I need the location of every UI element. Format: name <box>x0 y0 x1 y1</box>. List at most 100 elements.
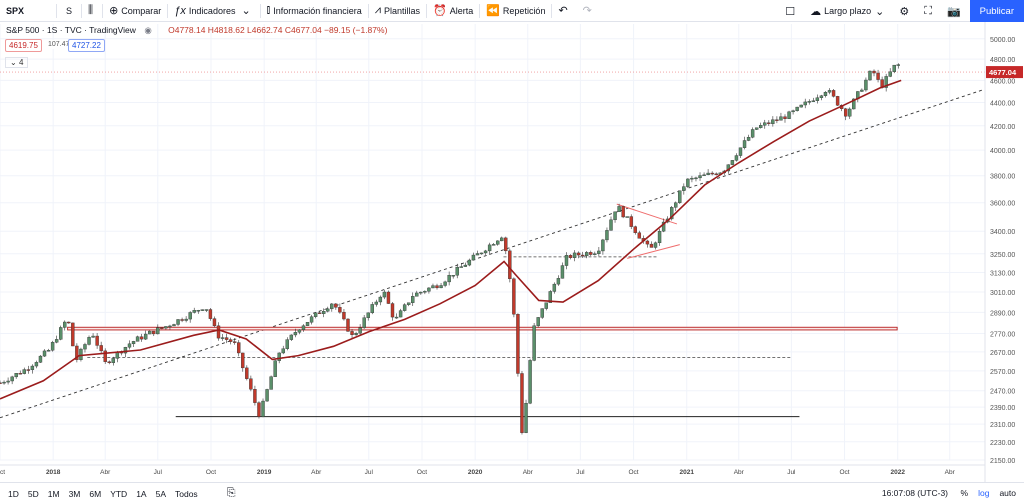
candle[interactable] <box>67 321 71 324</box>
candle[interactable] <box>83 344 87 350</box>
candle[interactable] <box>674 202 678 208</box>
candle[interactable] <box>597 250 601 254</box>
candle[interactable] <box>491 244 496 246</box>
candle[interactable] <box>54 339 59 343</box>
candle[interactable] <box>382 291 387 298</box>
candle[interactable] <box>669 207 674 220</box>
candle[interactable] <box>552 283 557 292</box>
ask-price[interactable]: 4727.22 <box>68 39 105 52</box>
candle[interactable] <box>617 206 621 213</box>
candle[interactable] <box>463 264 468 267</box>
candle[interactable] <box>572 252 577 258</box>
candle[interactable] <box>540 308 544 318</box>
clock[interactable]: 16:07:08 (UTC-3) <box>881 488 948 498</box>
candle[interactable] <box>799 104 803 108</box>
candle[interactable] <box>423 291 427 293</box>
candle[interactable] <box>411 296 415 303</box>
candle[interactable] <box>520 373 524 433</box>
candle[interactable] <box>22 369 26 374</box>
candle[interactable] <box>354 332 358 335</box>
candle[interactable] <box>803 101 807 106</box>
candle[interactable] <box>637 232 642 239</box>
candle[interactable] <box>224 337 229 340</box>
candle[interactable] <box>285 339 289 349</box>
candle[interactable] <box>313 312 318 317</box>
candle[interactable] <box>791 110 795 113</box>
candle[interactable] <box>164 326 168 329</box>
candle[interactable] <box>888 71 892 77</box>
candle[interactable] <box>427 287 431 292</box>
candle[interactable] <box>771 119 775 124</box>
candle[interactable] <box>593 253 597 255</box>
candle[interactable] <box>431 285 435 289</box>
candle[interactable] <box>309 316 314 323</box>
candle[interactable] <box>14 373 18 378</box>
candle[interactable] <box>823 92 828 96</box>
candle[interactable] <box>346 318 350 332</box>
candle[interactable] <box>706 172 710 176</box>
range-6m[interactable]: 6M <box>89 488 102 499</box>
candle[interactable] <box>415 292 419 297</box>
candle[interactable] <box>633 226 637 233</box>
candle[interactable] <box>419 291 423 294</box>
candle[interactable] <box>326 308 330 312</box>
candle[interactable] <box>370 304 374 314</box>
candle[interactable] <box>694 177 698 180</box>
candle[interactable] <box>653 242 658 248</box>
candle[interactable] <box>156 327 160 335</box>
candle[interactable] <box>451 275 455 277</box>
candle[interactable] <box>350 331 354 335</box>
bar-style-button[interactable]: ⫼ <box>82 0 102 22</box>
price-chart[interactable]: 2150.00 2230.00 2310.00 2390.00 2470.00 2570.… <box>0 22 1024 482</box>
candle[interactable] <box>754 127 759 130</box>
candle[interactable] <box>698 175 702 179</box>
candle[interactable] <box>479 252 484 255</box>
candle[interactable] <box>216 325 221 339</box>
candle[interactable] <box>767 122 771 124</box>
candle[interactable] <box>50 342 55 351</box>
candle[interactable] <box>686 178 690 187</box>
candle[interactable] <box>848 108 852 117</box>
compare-button[interactable]: ⊕ Comparar <box>103 0 167 22</box>
candle[interactable] <box>143 333 148 340</box>
candle[interactable] <box>91 335 95 338</box>
percent-scale-toggle[interactable]: % <box>960 488 969 498</box>
candle[interactable] <box>322 311 326 314</box>
candle[interactable] <box>366 312 370 318</box>
candle[interactable] <box>241 352 245 369</box>
candle[interactable] <box>508 250 512 280</box>
redo-button[interactable]: ↷ <box>577 0 601 22</box>
candle[interactable] <box>34 362 39 367</box>
candle[interactable] <box>406 302 411 305</box>
candle[interactable] <box>38 355 43 363</box>
log-scale-toggle[interactable]: log <box>978 488 990 498</box>
price-axis[interactable] <box>985 22 1024 482</box>
candle[interactable] <box>500 237 504 242</box>
candle[interactable] <box>504 237 508 252</box>
candle[interactable] <box>362 317 366 328</box>
candle[interactable] <box>378 296 383 303</box>
candle[interactable] <box>710 172 714 175</box>
candle[interactable] <box>601 239 605 252</box>
candle[interactable] <box>18 373 22 375</box>
candle[interactable] <box>746 137 751 141</box>
candle[interactable] <box>317 312 322 314</box>
candle[interactable] <box>261 400 265 417</box>
candle[interactable] <box>738 147 743 156</box>
candle[interactable] <box>568 255 573 258</box>
candle[interactable] <box>807 101 811 103</box>
candle[interactable] <box>487 244 492 252</box>
candle[interactable] <box>625 216 629 218</box>
candle[interactable] <box>609 219 613 231</box>
candle[interactable] <box>459 266 463 268</box>
candle[interactable] <box>657 230 662 244</box>
candle[interactable] <box>556 278 561 285</box>
candle[interactable] <box>528 360 532 404</box>
candle[interactable] <box>220 337 225 339</box>
candle[interactable] <box>775 119 779 121</box>
candle[interactable] <box>645 240 650 245</box>
candle[interactable] <box>257 402 261 417</box>
candle[interactable] <box>819 95 824 98</box>
candle[interactable] <box>730 160 735 165</box>
candle[interactable] <box>338 307 342 313</box>
